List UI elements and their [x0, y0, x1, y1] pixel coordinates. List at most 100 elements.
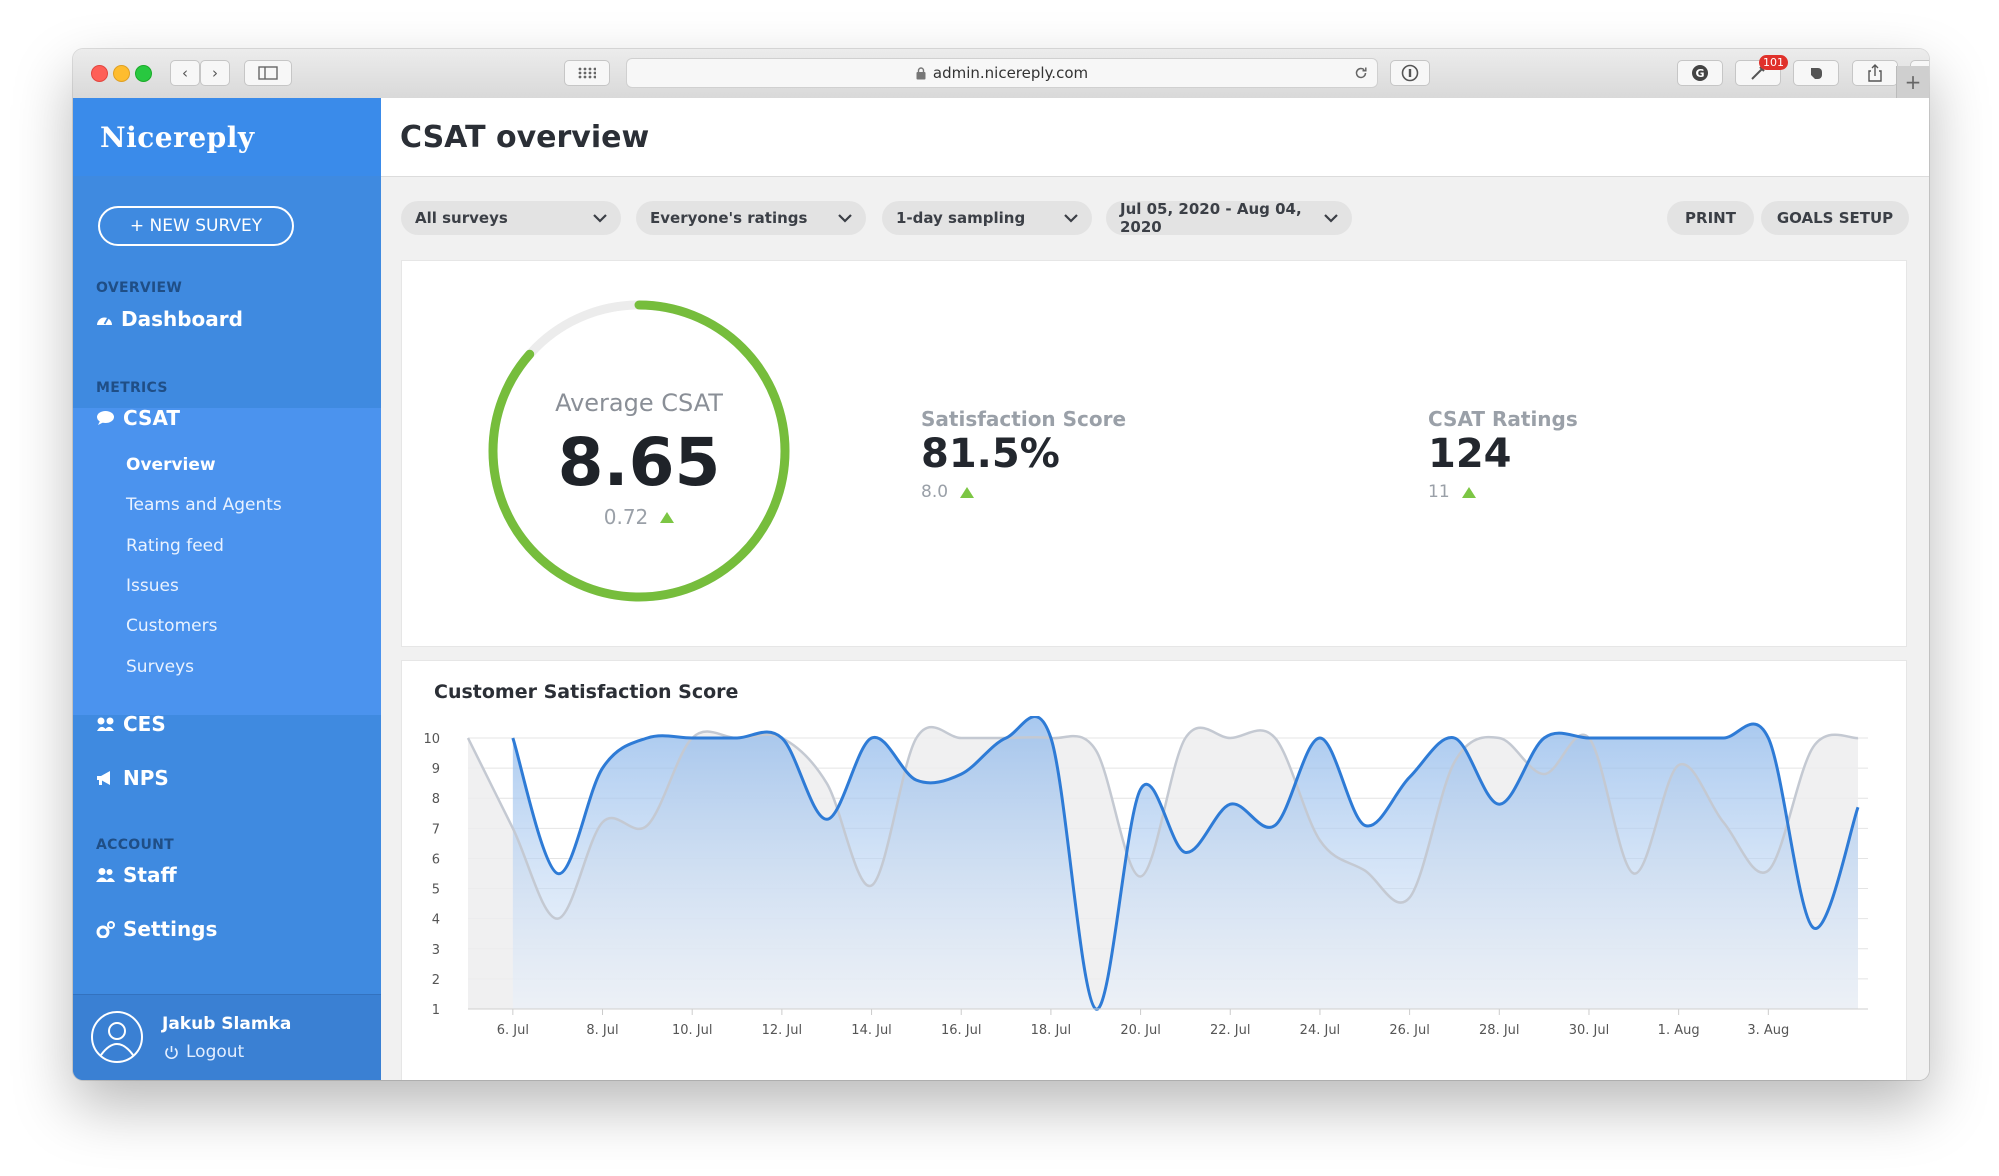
browser-toolbar: ‹ › admin.nicereply.com G 101 [73, 49, 1929, 99]
y-tick-label: 5 [432, 883, 440, 898]
forward-button[interactable]: › [200, 60, 230, 86]
user-panel: Jakub Slamka Logout [73, 994, 381, 1080]
ratings-filter-value: Everyone's ratings [650, 209, 808, 227]
sidebar-item-ces[interactable]: CES [96, 712, 166, 736]
csat-gauge [488, 300, 790, 602]
logout-link[interactable]: Logout [164, 1042, 244, 1062]
grammarly-extension-button[interactable]: G [1677, 60, 1723, 86]
average-csat-delta: 0.72 [603, 505, 649, 529]
sidebar: Nicereply + NEW SURVEY OVERVIEW Dashboar… [73, 98, 381, 1080]
zoom-window-button[interactable] [135, 65, 152, 82]
sidebar-item-label: CSAT [123, 406, 181, 430]
y-tick-label: 2 [432, 973, 440, 988]
page-header: CSAT overview [381, 98, 1929, 177]
y-tick-label: 4 [432, 913, 440, 928]
share-icon [1868, 64, 1882, 82]
summary-card: Average CSAT 8.65 0.72 Satisfaction Scor… [401, 260, 1907, 647]
sidebar-item-staff[interactable]: Staff [96, 863, 177, 887]
page-title: CSAT overview [400, 119, 650, 155]
tab-overview-button[interactable] [564, 60, 610, 86]
new-survey-label: + NEW SURVEY [129, 216, 263, 236]
sidebar-subitem-issues[interactable]: Issues [126, 576, 179, 596]
sidebar-item-settings[interactable]: Settings [96, 917, 217, 941]
goals-setup-label: GOALS SETUP [1776, 209, 1894, 227]
date-range-picker[interactable]: Jul 05, 2020 - Aug 04, 2020 [1106, 200, 1352, 236]
section-metrics: METRICS [96, 380, 168, 396]
brand-logo[interactable]: Nicereply [73, 98, 381, 176]
minimize-window-button[interactable] [113, 65, 130, 82]
print-button[interactable]: PRINT [1667, 201, 1754, 235]
arrow-up-icon [1461, 486, 1476, 498]
share-button[interactable] [1852, 60, 1898, 86]
x-tick-label: 14. Jul [851, 1023, 892, 1038]
date-range-value: Jul 05, 2020 - Aug 04, 2020 [1120, 200, 1302, 236]
survey-filter-dropdown[interactable]: All surveys [401, 201, 621, 235]
section-overview: OVERVIEW [96, 280, 183, 296]
x-tick-label: 8. Jul [586, 1023, 618, 1038]
megaphone-icon [97, 771, 110, 785]
x-tick-label: 30. Jul [1569, 1023, 1610, 1038]
y-tick-label: 7 [432, 822, 440, 837]
x-tick-label: 24. Jul [1300, 1023, 1341, 1038]
y-tick-label: 1 [432, 1003, 440, 1018]
x-tick-label: 3. Aug [1747, 1023, 1789, 1038]
sidebar-subitem-teams-agents[interactable]: Teams and Agents [126, 495, 282, 515]
chevron-down-icon [593, 214, 607, 223]
average-csat-value: 8.65 [557, 424, 721, 501]
section-account: ACCOUNT [96, 837, 175, 853]
user-name: Jakub Slamka [162, 1014, 292, 1034]
satisfaction-score-label: Satisfaction Score [921, 407, 1127, 431]
address-bar[interactable]: admin.nicereply.com [626, 58, 1378, 88]
evernote-extension-button[interactable] [1793, 60, 1839, 86]
chevron-right-icon: › [212, 64, 218, 82]
reload-icon[interactable] [1353, 65, 1369, 81]
sidebar-item-dashboard[interactable]: Dashboard [96, 307, 243, 331]
sidebar-item-label: Staff [123, 863, 177, 887]
logout-label: Logout [186, 1042, 245, 1062]
extension-button[interactable]: 101 [1735, 55, 1788, 86]
sidebar-toggle-button[interactable] [244, 60, 292, 86]
close-window-button[interactable] [91, 65, 108, 82]
grid-icon [578, 67, 596, 79]
x-tick-label: 16. Jul [941, 1023, 982, 1038]
gauge-arc [488, 300, 790, 602]
y-tick-label: 10 [423, 732, 440, 747]
y-tick-label: 3 [432, 943, 440, 958]
chevron-left-icon: ‹ [182, 64, 188, 82]
brand-name: Nicereply [100, 120, 255, 154]
ces-icon [97, 717, 114, 731]
new-survey-button[interactable]: + NEW SURVEY [98, 206, 294, 246]
chart-card: Customer Satisfaction Score 1 2 3 4 5 6 7 8 9 10 6… [401, 660, 1907, 1080]
sampling-dropdown[interactable]: 1-day sampling [882, 201, 1092, 235]
x-tick-label: 18. Jul [1031, 1023, 1072, 1038]
sidebar-item-csat[interactable]: CSAT [96, 406, 180, 430]
csat-ratings-change: 11 [1428, 482, 1476, 502]
sidebar-subitem-overview[interactable]: Overview [126, 455, 216, 475]
goals-setup-button[interactable]: GOALS SETUP [1761, 201, 1909, 235]
new-tab-button[interactable]: + [1896, 66, 1929, 98]
sidebar-item-label: NPS [123, 766, 169, 790]
chevron-down-icon [1064, 214, 1078, 223]
csat-ratings-value: 124 [1428, 431, 1512, 477]
sampling-value: 1-day sampling [896, 209, 1026, 227]
sidebar-subitem-rating-feed[interactable]: Rating feed [126, 536, 224, 556]
browser-window: ‹ › admin.nicereply.com G 101 [73, 49, 1929, 1080]
print-label: PRINT [1685, 209, 1736, 227]
x-tick-label: 22. Jul [1210, 1023, 1251, 1038]
ratings-filter-dropdown[interactable]: Everyone's ratings [636, 201, 866, 235]
satisfaction-score-value: 81.5% [921, 431, 1060, 477]
arrow-up-icon [960, 486, 975, 498]
sidebar-subitem-customers[interactable]: Customers [126, 616, 218, 636]
main-content: CSAT overview All surveys Everyone's rat… [381, 98, 1929, 1080]
avatar[interactable] [90, 1010, 144, 1064]
password-manager-button[interactable] [1390, 60, 1430, 86]
power-icon [165, 1045, 178, 1059]
back-button[interactable]: ‹ [170, 60, 200, 86]
average-csat-label: Average CSAT [555, 389, 723, 417]
sidebar-item-label: CES [123, 712, 166, 736]
arrow-up-icon [660, 511, 675, 523]
sidebar-item-nps[interactable]: NPS [96, 766, 169, 790]
x-tick-label: 28. Jul [1479, 1023, 1520, 1038]
sidebar-subitem-surveys[interactable]: Surveys [126, 657, 194, 677]
average-csat-change: 0.72 [479, 505, 799, 529]
